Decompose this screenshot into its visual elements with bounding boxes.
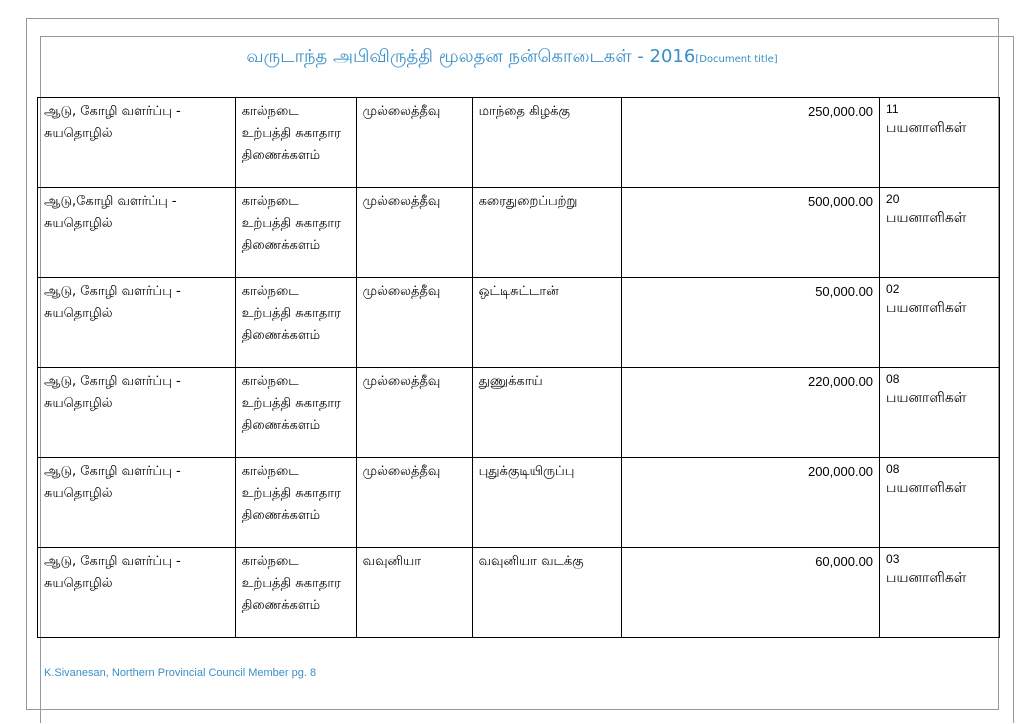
department-cell: கால்நடை உற்பத்தி சுகாதார திணைக்களம் [234,277,357,368]
division-cell: புதுக்குடியிருப்பு [471,457,623,548]
activity-cell: ஆடு, கோழி வளர்ப்பு - சுயதொழில் [37,457,236,548]
district-cell: முல்லைத்தீவு [355,97,473,188]
table-row: ஆடு, கோழி வளர்ப்பு - சுயதொழில் கால்நடை உற… [37,367,1000,458]
amount-cell: 220,000.00 [621,367,881,458]
division-cell: மாந்தை கிழக்கு [471,97,623,188]
beneficiary-count: 20 [886,192,900,206]
division-cell: வவுனியா வடக்கு [471,547,623,638]
beneficiary-cell: 08 பயனாளிகள் [879,457,1000,548]
district-cell: வவுனியா [355,547,473,638]
beneficiary-label: பயனாளிகள் [886,210,967,226]
beneficiary-cell: 20 பயனாளிகள் [879,187,1000,278]
grant-table: ஆடு, கோழி வளர்ப்பு - சுயதொழில் கால்நடை உற… [37,97,1000,638]
activity-cell: ஆடு, கோழி வளர்ப்பு - சுயதொழில் [37,97,236,188]
activity-cell: ஆடு,கோழி வளர்ப்பு - சுயதொழில் [37,187,236,278]
table-row: ஆடு, கோழி வளர்ப்பு - சுயதொழில் கால்நடை உற… [37,97,1000,188]
beneficiary-cell: 02 பயனாளிகள் [879,277,1000,368]
department-cell: கால்நடை உற்பத்தி சுகாதார திணைக்களம் [234,187,357,278]
beneficiary-count: 02 [886,282,900,296]
district-cell: முல்லைத்தீவு [355,187,473,278]
division-cell: கரைதுறைப்பற்று [471,187,623,278]
title-placeholder: [Document title] [695,54,778,65]
division-cell: ஒட்டிசுட்டான் [471,277,623,368]
district-cell: முல்லைத்தீவு [355,367,473,458]
beneficiary-count: 08 [886,462,900,476]
activity-cell: ஆடு, கோழி வளர்ப்பு - சுயதொழில் [37,367,236,458]
amount-cell: 500,000.00 [621,187,881,278]
beneficiary-count: 08 [886,372,900,386]
amount-cell: 250,000.00 [621,97,881,188]
footer: K.Sivanesan, Northern Provincial Council… [44,667,317,679]
beneficiary-cell: 08 பயனாளிகள் [879,367,1000,458]
department-cell: கால்நடை உற்பத்தி சுகாதார திணைக்களம் [234,547,357,638]
beneficiary-label: பயனாளிகள் [886,570,967,586]
division-cell: துணுக்காய் [471,367,623,458]
beneficiary-count: 11 [886,102,899,116]
title-text: வருடாந்த அபிவிருத்தி மூலதன நன்கொடைகள் - … [246,46,696,67]
beneficiary-label: பயனாளிகள் [886,480,967,496]
beneficiary-cell: 11 பயனாளிகள் [879,97,1000,188]
district-cell: முல்லைத்தீவு [355,457,473,548]
district-cell: முல்லைத்தீவு [355,277,473,368]
table-row: ஆடு, கோழி வளர்ப்பு - சுயதொழில் கால்நடை உற… [37,277,1000,368]
activity-cell: ஆடு, கோழி வளர்ப்பு - சுயதொழில் [37,547,236,638]
department-cell: கால்நடை உற்பத்தி சுகாதார திணைக்களம் [234,457,357,548]
department-cell: கால்நடை உற்பத்தி சுகாதார திணைக்களம் [234,97,357,188]
document-title: வருடாந்த அபிவிருத்தி மூலதன நன்கொடைகள் - … [0,46,1024,69]
beneficiary-label: பயனாளிகள் [886,300,967,316]
table-row: ஆடு, கோழி வளர்ப்பு - சுயதொழில் கால்நடை உற… [37,457,1000,548]
amount-cell: 60,000.00 [621,547,881,638]
beneficiary-label: பயனாளிகள் [886,120,967,136]
beneficiary-cell: 03 பயனாளிகள் [879,547,1000,638]
department-cell: கால்நடை உற்பத்தி சுகாதார திணைக்களம் [234,367,357,458]
table-row: ஆடு, கோழி வளர்ப்பு - சுயதொழில் கால்நடை உற… [37,547,1000,638]
beneficiary-count: 03 [886,552,900,566]
activity-cell: ஆடு, கோழி வளர்ப்பு - சுயதொழில் [37,277,236,368]
table-row: ஆடு,கோழி வளர்ப்பு - சுயதொழில் கால்நடை உற்… [37,187,1000,278]
beneficiary-label: பயனாளிகள் [886,390,967,406]
amount-cell: 200,000.00 [621,457,881,548]
amount-cell: 50,000.00 [621,277,881,368]
